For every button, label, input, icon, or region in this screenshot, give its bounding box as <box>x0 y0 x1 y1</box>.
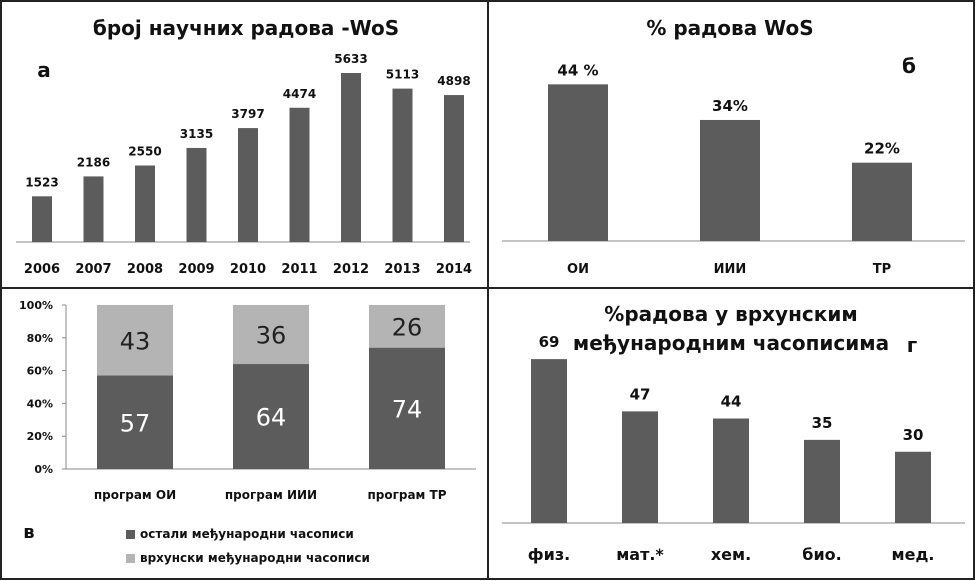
panel-b-bars: 44 % ОИ 34% ИИИ 22% ТР <box>548 61 912 277</box>
bar-2014 <box>444 95 464 242</box>
bar-програм ОИ-other <box>97 375 173 469</box>
x-tick-физ.: физ. <box>528 545 570 564</box>
x-tick-био.: био. <box>802 545 841 564</box>
data-label-био.: 35 <box>812 414 833 432</box>
bar-мед. <box>895 451 931 523</box>
legend-label-other: остали међународни часописи <box>140 527 354 541</box>
data-label-ИИИ: 34% <box>712 97 748 115</box>
x-tick-хем.: хем. <box>711 545 751 564</box>
panel-a: број научних радова -WoS а 1523 2006 2186 2… <box>16 16 472 277</box>
data-label-мед.: 30 <box>903 426 924 444</box>
segment-label-програм ИИИ-other: 64 <box>256 404 287 432</box>
panel-a-title: број научних радова -WoS <box>93 16 399 40</box>
panel-a-letter: а <box>37 58 51 82</box>
bar-ИИИ <box>700 119 760 241</box>
x-tick-мат.*: мат.* <box>616 545 664 564</box>
bar-2011 <box>289 107 310 242</box>
bar-ТР <box>852 162 912 241</box>
legend-swatch-top <box>126 554 135 563</box>
bar-био. <box>804 439 840 523</box>
bar-хем. <box>713 418 749 523</box>
data-label-хем.: 44 <box>721 393 742 411</box>
data-label-2012: 5633 <box>334 52 367 66</box>
x-tick-ТР: ТР <box>873 262 891 277</box>
bar-2012 <box>341 73 361 242</box>
panel-b-title: % радова WoS <box>646 16 813 40</box>
bar-програм ОИ-top <box>97 305 173 376</box>
data-label-2009: 3135 <box>180 127 213 141</box>
data-label-мат.*: 47 <box>630 385 651 403</box>
bar-2009 <box>186 147 207 242</box>
panel-c-y-ticks: 0% 20% 40% 60% 80% 100% <box>19 299 66 476</box>
panel-d-letter: г <box>907 333 917 357</box>
panel-d-bars: 69 физ. 47 мат.* 44 хем. 35 био. 30 мед. <box>528 333 935 564</box>
bar-физ. <box>531 359 567 523</box>
panel-d: %радова у врхунским међународним часопис… <box>502 302 965 564</box>
data-label-2007: 2186 <box>77 155 110 169</box>
data-label-2014: 4898 <box>437 74 470 88</box>
x-tick-2014: 2014 <box>436 262 472 277</box>
legend-label-top: врхунски међународни часописи <box>140 551 370 565</box>
x-tick-2009: 2009 <box>178 262 214 277</box>
legend-swatch-other <box>126 530 135 539</box>
panel-c: 0% 20% 40% 60% 80% 100% 57 43 програм ОИ 64 36 про… <box>19 299 476 565</box>
bar-мат.* <box>622 411 658 523</box>
panel-b-letter: б <box>902 54 916 78</box>
x-tick-2006: 2006 <box>24 262 60 277</box>
x-tick-2008: 2008 <box>127 262 163 277</box>
bar-2008 <box>135 165 155 242</box>
bar-програм ТР-top <box>369 305 445 348</box>
segment-label-програм ТР-top: 26 <box>392 313 423 341</box>
segment-label-програм ОИ-other: 57 <box>120 409 151 437</box>
y-tick-20%: 20% <box>27 430 53 443</box>
x-tick-2011: 2011 <box>281 262 317 277</box>
segment-label-програм ИИИ-top: 36 <box>256 322 287 350</box>
x-tick-2012: 2012 <box>333 262 369 277</box>
segment-label-програм ОИ-top: 43 <box>120 327 151 355</box>
bar-програм ИИИ-other <box>233 364 309 469</box>
data-label-2008: 2550 <box>128 145 161 159</box>
bar-програм ИИИ-top <box>233 305 309 365</box>
x-tick-2007: 2007 <box>75 262 111 277</box>
bar-ОИ <box>548 84 608 241</box>
panel-b: % радова WoS б 44 % ОИ 34% ИИИ 22% ТР <box>502 16 965 277</box>
bar-2013 <box>392 88 413 242</box>
y-tick-40%: 40% <box>27 397 53 410</box>
x-tick-2010: 2010 <box>230 262 266 277</box>
y-tick-0%: 0% <box>34 463 53 476</box>
panel-c-letter: в <box>23 522 34 543</box>
y-tick-60%: 60% <box>27 365 53 378</box>
panel-c-bars: 57 43 програм ОИ 64 36 програм ИИИ 74 26 програм… <box>94 305 447 502</box>
data-label-физ.: 69 <box>539 333 560 351</box>
x-tick-програм ОИ: програм ОИ <box>94 488 176 502</box>
x-tick-ИИИ: ИИИ <box>714 262 747 277</box>
data-label-2011: 4474 <box>283 87 316 101</box>
x-tick-програм ТР: програм ТР <box>367 488 446 502</box>
bar-2010 <box>238 128 258 242</box>
data-label-2013: 5113 <box>386 68 419 82</box>
y-tick-80%: 80% <box>27 332 53 345</box>
panel-d-frame <box>487 287 975 580</box>
bar-2007 <box>83 176 104 242</box>
panel-a-bars: 1523 2006 2186 2007 2550 2008 3135 2009 3797 2010… <box>24 52 472 277</box>
segment-label-програм ТР-other: 74 <box>392 395 423 423</box>
y-tick-100%: 100% <box>19 299 53 312</box>
bar-програм ТР-other <box>369 347 445 469</box>
panel-d-title-line1: %радова у врхунским <box>604 302 857 326</box>
bar-2006 <box>32 196 52 242</box>
data-label-2006: 1523 <box>25 175 58 189</box>
x-tick-мед.: мед. <box>892 545 935 564</box>
data-label-2010: 3797 <box>231 107 264 121</box>
x-tick-2013: 2013 <box>384 262 420 277</box>
data-label-ОИ: 44 % <box>557 61 598 79</box>
x-tick-ОИ: ОИ <box>567 262 589 277</box>
x-tick-програм ИИИ: програм ИИИ <box>225 488 317 502</box>
panel-c-legend: остали међународни часописи врхунски међ… <box>126 527 370 565</box>
panel-d-title-line2: међународним часописима <box>573 331 889 355</box>
data-label-ТР: 22% <box>864 140 900 158</box>
